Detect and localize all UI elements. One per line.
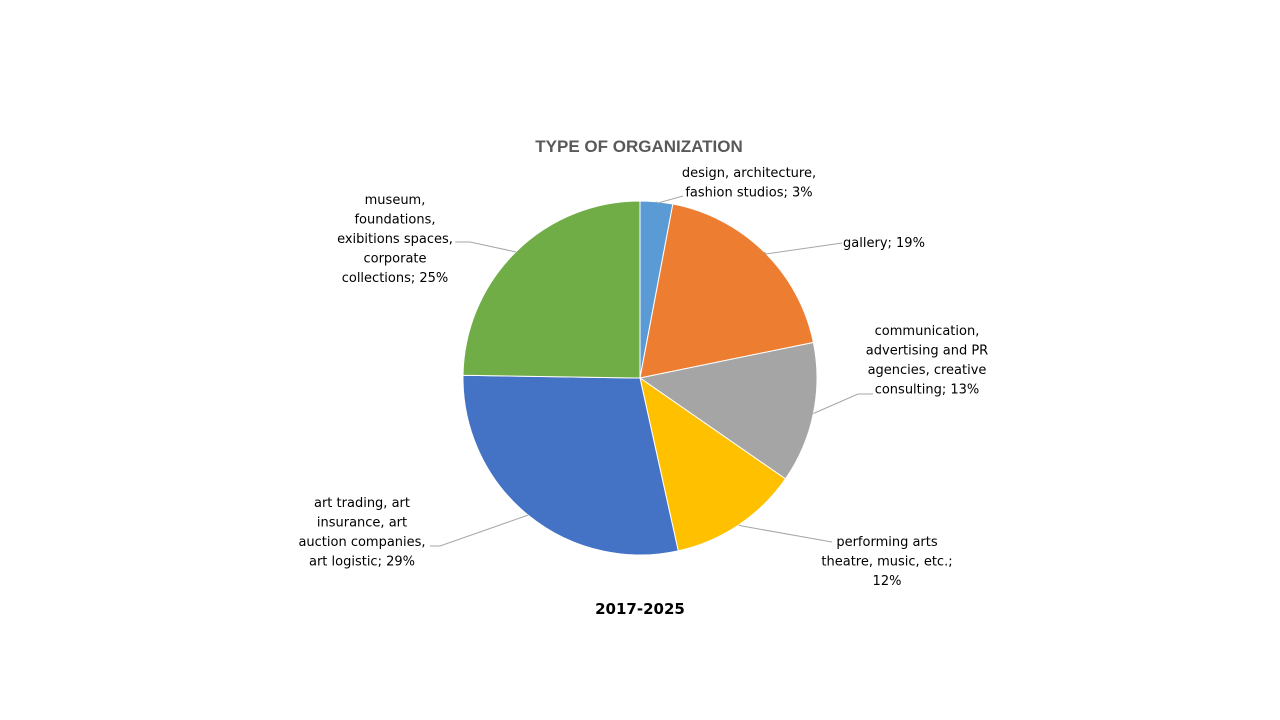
leader-line-3 bbox=[738, 524, 833, 543]
slice-label-0: design, architecture, fashion studios; 3% bbox=[682, 166, 816, 201]
chart-title: TYPE OF ORGANIZATION bbox=[535, 137, 742, 156]
slice-label-3: performing arts theatre, music, etc.; 12% bbox=[821, 535, 952, 589]
pie-slice-4 bbox=[462, 374, 679, 556]
leader-line-2 bbox=[813, 393, 873, 414]
slice-labels: design, architecture, fashion studios; 3%… bbox=[298, 166, 988, 589]
leader-line-1 bbox=[763, 242, 843, 255]
pie-slice-2 bbox=[638, 341, 818, 480]
pie-slices bbox=[462, 200, 818, 556]
pie-slice-5 bbox=[462, 200, 641, 379]
leader-line-4 bbox=[430, 514, 529, 547]
chart-caption: 2017-2025 bbox=[595, 600, 685, 618]
leader-line-0 bbox=[656, 195, 684, 204]
pie-slice-1 bbox=[639, 203, 814, 379]
slice-label-2: communication, advertising and PR agencies… bbox=[866, 324, 988, 398]
slice-label-4: art trading, art insurance, art auction co… bbox=[298, 496, 425, 570]
leader-lines bbox=[430, 195, 873, 547]
slice-label-1: gallery; 19% bbox=[843, 236, 925, 251]
leader-line-5 bbox=[455, 241, 516, 253]
slice-label-5: museum, foundations, exibitions spaces, cor… bbox=[337, 193, 453, 286]
